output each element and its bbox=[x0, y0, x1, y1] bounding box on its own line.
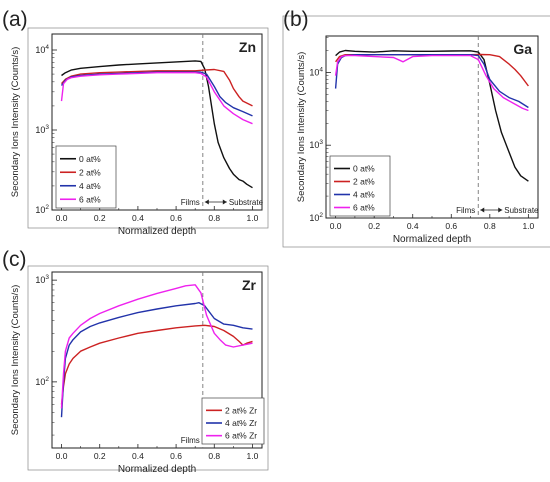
y-tick-base: 10 bbox=[309, 213, 319, 223]
y-tick-base: 10 bbox=[35, 125, 45, 135]
y-tick-label: 104 bbox=[309, 66, 323, 77]
legend-label: 6 at% Zr bbox=[225, 431, 257, 441]
x-tick-label: 0.6 bbox=[445, 221, 457, 231]
panel-frame bbox=[27, 265, 269, 471]
substrate-label: Substrate bbox=[229, 198, 264, 207]
x-tick-label: 0.6 bbox=[170, 213, 182, 223]
x-tick-label: 0.8 bbox=[208, 451, 220, 461]
legend-label: 4 at% Zr bbox=[225, 418, 257, 428]
x-axis-label: Normalized depth bbox=[118, 226, 196, 237]
panel-label: (b) bbox=[283, 8, 309, 31]
series-line-3 bbox=[60, 71, 253, 125]
series-line-1 bbox=[60, 302, 253, 418]
x-tick-label: 0.4 bbox=[407, 221, 419, 231]
panel-label: (c) bbox=[2, 248, 27, 271]
y-tick-exponent: 2 bbox=[45, 204, 49, 211]
series-line-0 bbox=[61, 60, 253, 189]
y-axis-label: Secondary Ions Intensity (Counts/s) bbox=[296, 52, 307, 203]
legend-label: 2 at% bbox=[79, 167, 101, 177]
series-line-0 bbox=[335, 49, 529, 182]
legend-label: 4 at% bbox=[79, 181, 101, 191]
panel-frame bbox=[27, 27, 269, 229]
chart-panel-2: (c) Zr 0.0 0.2 0.4 0.6 0.8 1.0 Normalized depth 1… bbox=[2, 248, 269, 475]
legend-label: 2 at% Zr bbox=[225, 405, 257, 415]
y-tick-label: 103 bbox=[35, 124, 49, 135]
series-line-1 bbox=[60, 68, 253, 107]
series-line-2 bbox=[60, 284, 253, 409]
y-tick-exponent: 3 bbox=[45, 274, 49, 281]
x-tick-label: 0.0 bbox=[330, 221, 342, 231]
region-arrow-left-head bbox=[204, 199, 209, 205]
chart-panel-1: (b) Ga 0.0 0.2 0.4 0.6 0.8 1.0 Normalized depth 1… bbox=[282, 8, 550, 248]
y-tick-base: 10 bbox=[35, 377, 45, 387]
x-axis-label: Normalized depth bbox=[393, 234, 471, 245]
y-tick-label: 102 bbox=[309, 212, 323, 223]
y-tick-base: 10 bbox=[35, 45, 45, 55]
y-tick-label: 102 bbox=[35, 376, 49, 387]
y-tick-exponent: 2 bbox=[319, 212, 323, 219]
element-label: Zn bbox=[239, 39, 256, 55]
y-tick-base: 10 bbox=[309, 67, 319, 77]
x-tick-label: 0.6 bbox=[170, 451, 182, 461]
y-tick-exponent: 3 bbox=[319, 139, 323, 146]
x-tick-label: 0.0 bbox=[56, 213, 68, 223]
panel-frame bbox=[282, 15, 550, 248]
x-tick-label: 0.8 bbox=[208, 213, 220, 223]
x-axis-label: Normalized depth bbox=[118, 464, 196, 475]
series-line-2 bbox=[334, 54, 529, 109]
region-arrow-right-head bbox=[498, 207, 503, 213]
x-tick-label: 0.0 bbox=[56, 451, 68, 461]
films-label: Films bbox=[181, 436, 200, 445]
x-tick-label: 1.0 bbox=[247, 451, 259, 461]
chart-panel-0: (a) Zn 0.0 0.2 0.4 0.6 0.8 1.0 Normalized depth 1… bbox=[2, 8, 269, 237]
panel-label: (a) bbox=[2, 8, 28, 31]
y-tick-base: 10 bbox=[35, 205, 45, 215]
y-tick-base: 10 bbox=[35, 275, 45, 285]
element-label: Ga bbox=[513, 41, 532, 57]
y-tick-base: 10 bbox=[309, 140, 319, 150]
y-tick-label: 104 bbox=[35, 44, 49, 55]
y-tick-exponent: 2 bbox=[45, 376, 49, 383]
y-tick-label: 103 bbox=[309, 139, 323, 150]
series-line-0 bbox=[60, 324, 253, 405]
legend-label: 2 at% bbox=[353, 177, 375, 187]
region-arrow-left-head bbox=[480, 207, 485, 213]
y-axis-label: Secondary Ions Intensity (Counts/s) bbox=[10, 47, 21, 198]
y-tick-exponent: 4 bbox=[319, 66, 323, 73]
legend-label: 0 at% bbox=[79, 154, 101, 164]
legend-box bbox=[329, 155, 391, 217]
y-tick-label: 103 bbox=[35, 274, 49, 285]
substrate-label: Substrate bbox=[504, 206, 539, 215]
x-tick-label: 0.2 bbox=[368, 221, 380, 231]
element-label: Zr bbox=[242, 277, 257, 293]
legend-label: 6 at% bbox=[79, 194, 101, 204]
legend: 0 at% 2 at% 4 at% 6 at% bbox=[55, 145, 117, 209]
legend-label: 6 at% bbox=[353, 203, 375, 213]
x-tick-label: 0.2 bbox=[94, 213, 106, 223]
films-label: Films bbox=[456, 206, 475, 215]
x-tick-label: 0.4 bbox=[132, 213, 144, 223]
y-axis-label: Secondary Ions Intensity (Counts/s) bbox=[10, 285, 21, 436]
region-arrow-right-head bbox=[222, 199, 227, 205]
x-tick-label: 1.0 bbox=[522, 221, 534, 231]
y-tick-label: 102 bbox=[35, 204, 49, 215]
y-tick-exponent: 4 bbox=[45, 44, 49, 51]
x-tick-label: 1.0 bbox=[247, 213, 259, 223]
legend-label: 4 at% bbox=[353, 190, 375, 200]
x-tick-label: 0.4 bbox=[132, 451, 144, 461]
x-tick-label: 0.8 bbox=[484, 221, 496, 231]
y-tick-exponent: 3 bbox=[45, 124, 49, 131]
legend-label: 0 at% bbox=[353, 164, 375, 174]
series-line-3 bbox=[334, 54, 529, 112]
legend-box bbox=[55, 145, 117, 209]
legend: 2 at% Zr 4 at% Zr 6 at% Zr bbox=[201, 397, 265, 445]
series-line-1 bbox=[335, 53, 529, 87]
legend: 0 at% 2 at% 4 at% 6 at% bbox=[329, 155, 391, 217]
series-line-2 bbox=[60, 71, 253, 117]
x-tick-label: 0.2 bbox=[94, 451, 106, 461]
films-label: Films bbox=[181, 198, 200, 207]
